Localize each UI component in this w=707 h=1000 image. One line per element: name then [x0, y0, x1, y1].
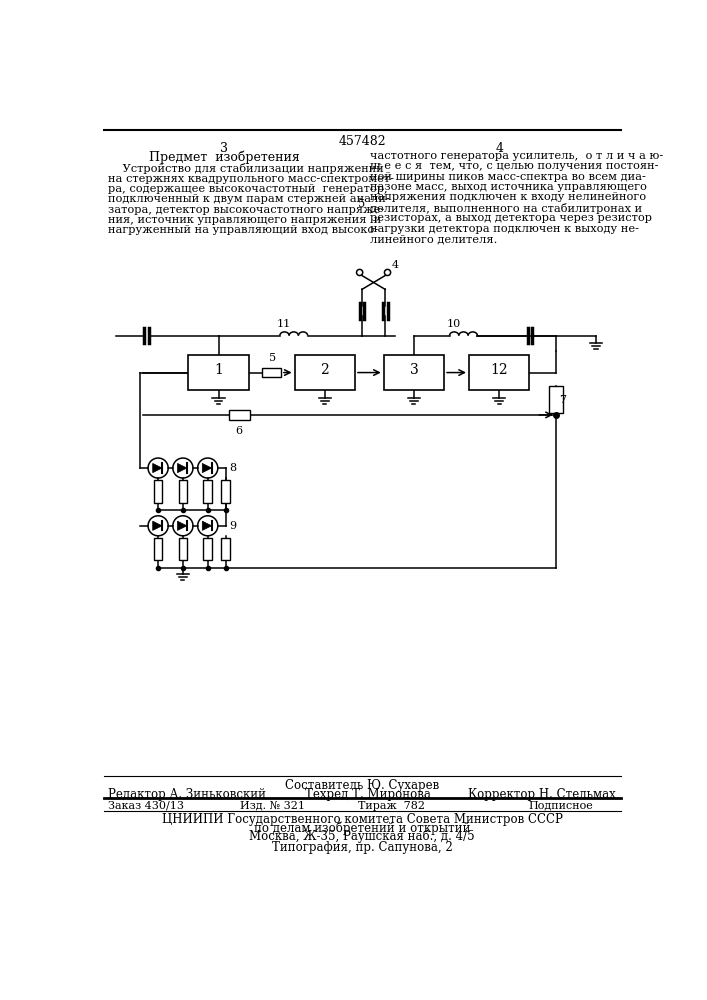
Text: подключенный к двум парам стержней анали-: подключенный к двум парам стержней анали… [107, 194, 390, 204]
Bar [154, 538, 163, 560]
Text: Изд. № 321: Изд. № 321 [240, 801, 305, 811]
Text: ния, источник управляющего напряжения  и: ния, источник управляющего напряжения и [107, 215, 381, 225]
Text: Устройство для стабилизации напряжений: Устройство для стабилизации напряжений [107, 163, 383, 174]
Polygon shape [177, 463, 187, 473]
Polygon shape [153, 463, 162, 473]
Bar [154, 480, 163, 503]
Text: ра, содержащее высокочастотный  генератор,: ра, содержащее высокочастотный генератор… [107, 184, 387, 194]
Text: 4: 4 [392, 260, 399, 270]
Text: ЦНИИПИ Государственного комитета Совета Министров СССР: ЦНИИПИ Государственного комитета Совета … [161, 813, 562, 826]
Text: напряжения подключен к входу нелинейного: напряжения подключен к входу нелинейного [370, 192, 645, 202]
Text: затора, детектор высокочастотного напряже-: затора, детектор высокочастотного напряж… [107, 205, 384, 215]
Text: 8: 8 [230, 463, 237, 473]
Text: 5: 5 [358, 199, 365, 209]
Bar [221, 538, 230, 560]
Text: 12: 12 [491, 363, 508, 377]
Text: 457482: 457482 [338, 135, 386, 148]
Polygon shape [177, 521, 187, 530]
Text: по делам изобретений и открытий: по делам изобретений и открытий [254, 821, 470, 835]
Text: 2: 2 [320, 363, 329, 377]
Text: Составитель Ю. Сухарев: Составитель Ю. Сухарев [285, 779, 439, 792]
Text: Заказ 430/13: Заказ 430/13 [107, 801, 184, 811]
Bar [549, 386, 563, 413]
Text: 4: 4 [495, 142, 503, 155]
Text: 6: 6 [235, 426, 242, 436]
Text: 3: 3 [409, 363, 419, 377]
Bar [295, 355, 355, 390]
Text: линейного делителя.: линейного делителя. [370, 234, 497, 244]
Text: 11: 11 [276, 319, 291, 329]
Text: Редактор А. Зиньковский: Редактор А. Зиньковский [107, 788, 266, 801]
Text: делителя, выполненного на стабилитронах и: делителя, выполненного на стабилитронах … [370, 203, 642, 214]
Bar [384, 355, 444, 390]
Text: 7: 7 [559, 395, 566, 405]
Text: 10: 10 [446, 319, 460, 329]
Text: Предмет  изобретения: Предмет изобретения [148, 151, 299, 164]
Bar [179, 480, 187, 503]
Text: Корректор Н. Стельмах: Корректор Н. Стельмах [468, 788, 616, 801]
Text: щ е е с я  тем, что, с целью получения постоян-: щ е е с я тем, что, с целью получения по… [370, 161, 658, 171]
Bar [221, 480, 230, 503]
Bar [179, 538, 187, 560]
Text: 5: 5 [269, 353, 276, 363]
Text: на стержнях квадрупольного масс-спектромет-: на стержнях квадрупольного масс-спектром… [107, 174, 394, 184]
Polygon shape [153, 521, 162, 530]
Text: Москва, Ж-35, Раушская наб., д. 4/5: Москва, Ж-35, Раушская наб., д. 4/5 [249, 830, 475, 843]
Polygon shape [202, 463, 211, 473]
Text: резисторах, а выход детектора через резистор: резисторах, а выход детектора через рези… [370, 213, 652, 223]
Text: Техред Т. Миронова: Техред Т. Миронова [305, 788, 431, 801]
Text: ной ширины пиков масс-спектра во всем диа-: ной ширины пиков масс-спектра во всем ди… [370, 172, 645, 182]
Text: частотного генератора усилитель,  о т л и ч а ю-: частотного генератора усилитель, о т л и… [370, 151, 663, 161]
Bar [204, 480, 212, 503]
Bar [228, 410, 250, 420]
Text: 9: 9 [230, 521, 237, 531]
Text: Типография, пр. Сапунова, 2: Типография, пр. Сапунова, 2 [271, 841, 452, 854]
Text: пазоне масс, выход источника управляющего: пазоне масс, выход источника управляющег… [370, 182, 647, 192]
Text: Подписное: Подписное [529, 801, 593, 811]
Polygon shape [202, 521, 211, 530]
Bar [204, 538, 212, 560]
Text: 3: 3 [220, 142, 228, 155]
Text: нагруженный на управляющий вход высоко-: нагруженный на управляющий вход высоко- [107, 225, 378, 235]
Text: Тираж  782: Тираж 782 [358, 801, 425, 811]
Bar [262, 368, 281, 377]
Bar [188, 355, 249, 390]
Text: 1: 1 [214, 363, 223, 377]
Bar [469, 355, 530, 390]
Text: нагрузки детектора подключен к выходу не-: нагрузки детектора подключен к выходу не… [370, 224, 638, 234]
